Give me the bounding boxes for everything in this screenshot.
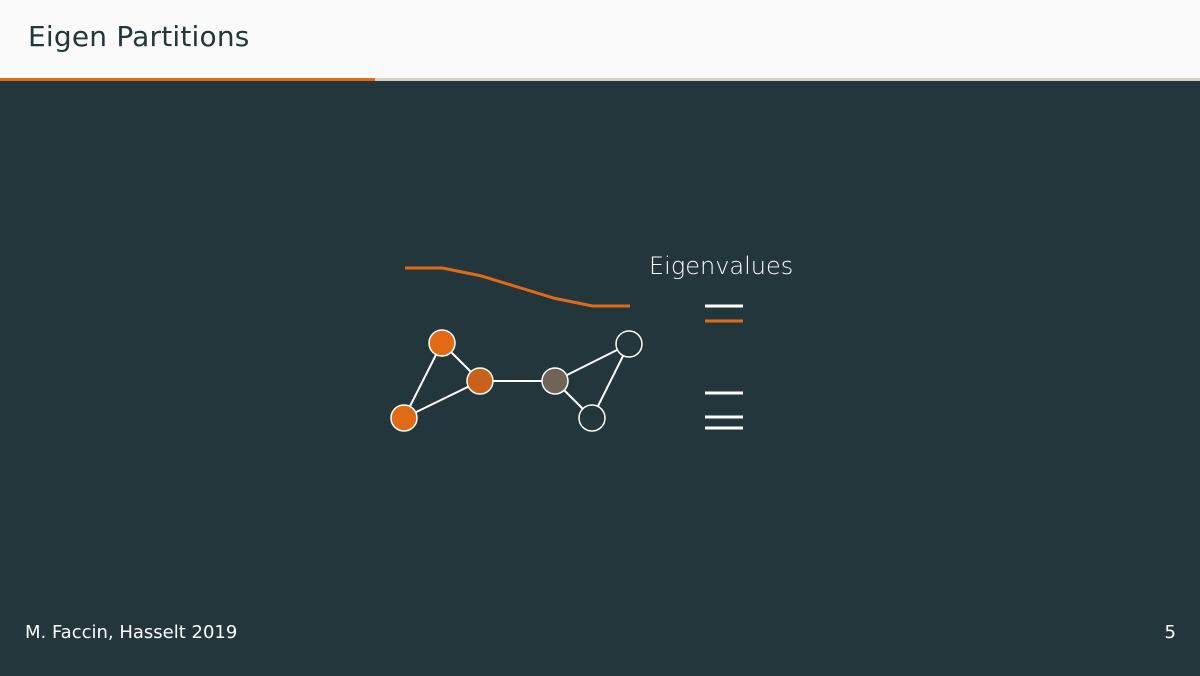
progress-bar-fill [0,78,375,81]
graph-node [541,367,569,395]
graph-node [578,404,606,432]
progress-bar [0,78,1200,81]
page-number: 5 [1164,622,1176,643]
graph-node [615,330,643,358]
footer-author: M. Faccin, Hasselt 2019 [25,622,238,643]
eigenvalues-heading: Eigenvalues [649,252,794,280]
graph-node [466,367,494,395]
eigenvalue-marks [705,304,743,430]
graph-node [428,329,456,357]
slide-title: Eigen Partitions [28,20,250,53]
graph-edge [403,342,443,419]
eigenvector-curve [405,266,630,308]
slide-header: Eigen Partitions [0,0,1200,78]
eigen-partition-diagram [390,266,743,432]
graph-nodes [390,329,643,432]
graph-edge [554,343,630,382]
graph-edge [403,380,481,419]
graph-edge [591,343,630,419]
graph-node [390,404,418,432]
